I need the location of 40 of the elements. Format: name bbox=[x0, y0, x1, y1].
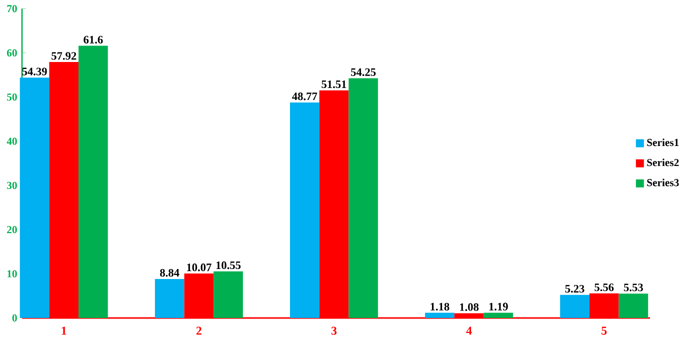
y-tick-label: 0 bbox=[12, 314, 17, 322]
data-label: 1.08 bbox=[460, 303, 479, 311]
bar bbox=[78, 46, 108, 318]
bar bbox=[154, 278, 184, 318]
data-label: 48.77 bbox=[292, 92, 318, 100]
x-tick-label: 1 bbox=[62, 326, 66, 335]
bar bbox=[618, 294, 648, 318]
data-label: 57.92 bbox=[52, 52, 76, 60]
y-tick-label: 40 bbox=[6, 138, 17, 145]
bar bbox=[20, 78, 50, 318]
y-tick-label: 10 bbox=[7, 270, 17, 278]
y-tick-label: 60 bbox=[6, 49, 17, 56]
y-tick-label: 50 bbox=[7, 93, 17, 101]
bar bbox=[560, 294, 590, 318]
bar bbox=[348, 78, 378, 318]
legend-label: Series1 bbox=[647, 138, 679, 146]
y-tick-label: 70 bbox=[7, 5, 17, 12]
data-label: 10.07 bbox=[187, 264, 212, 272]
y-tick-label: 30 bbox=[7, 182, 17, 190]
bar bbox=[484, 312, 514, 318]
data-label: 61.6 bbox=[84, 36, 103, 44]
data-label: 1.19 bbox=[489, 302, 508, 310]
bar bbox=[290, 102, 320, 318]
y-tick-label: 20 bbox=[7, 226, 17, 234]
data-label: 54.25 bbox=[351, 68, 376, 76]
data-label: 5.56 bbox=[594, 283, 614, 292]
bar bbox=[214, 271, 243, 318]
x-tick-label: 4 bbox=[466, 326, 472, 335]
x-tick-label: 3 bbox=[331, 326, 337, 335]
legend-label: Series3 bbox=[647, 178, 679, 186]
data-label: 1.18 bbox=[430, 302, 450, 311]
data-label: 10.55 bbox=[216, 261, 241, 270]
bar bbox=[425, 312, 454, 318]
x-tick-label: 2 bbox=[196, 326, 202, 335]
data-label: 5.23 bbox=[565, 284, 584, 293]
data-label: 51.51 bbox=[322, 80, 346, 88]
data-label: 8.84 bbox=[160, 268, 180, 277]
x-tick-label: 5 bbox=[602, 326, 607, 335]
data-label: 5.53 bbox=[624, 284, 643, 292]
legend-label: Series2 bbox=[647, 158, 679, 166]
